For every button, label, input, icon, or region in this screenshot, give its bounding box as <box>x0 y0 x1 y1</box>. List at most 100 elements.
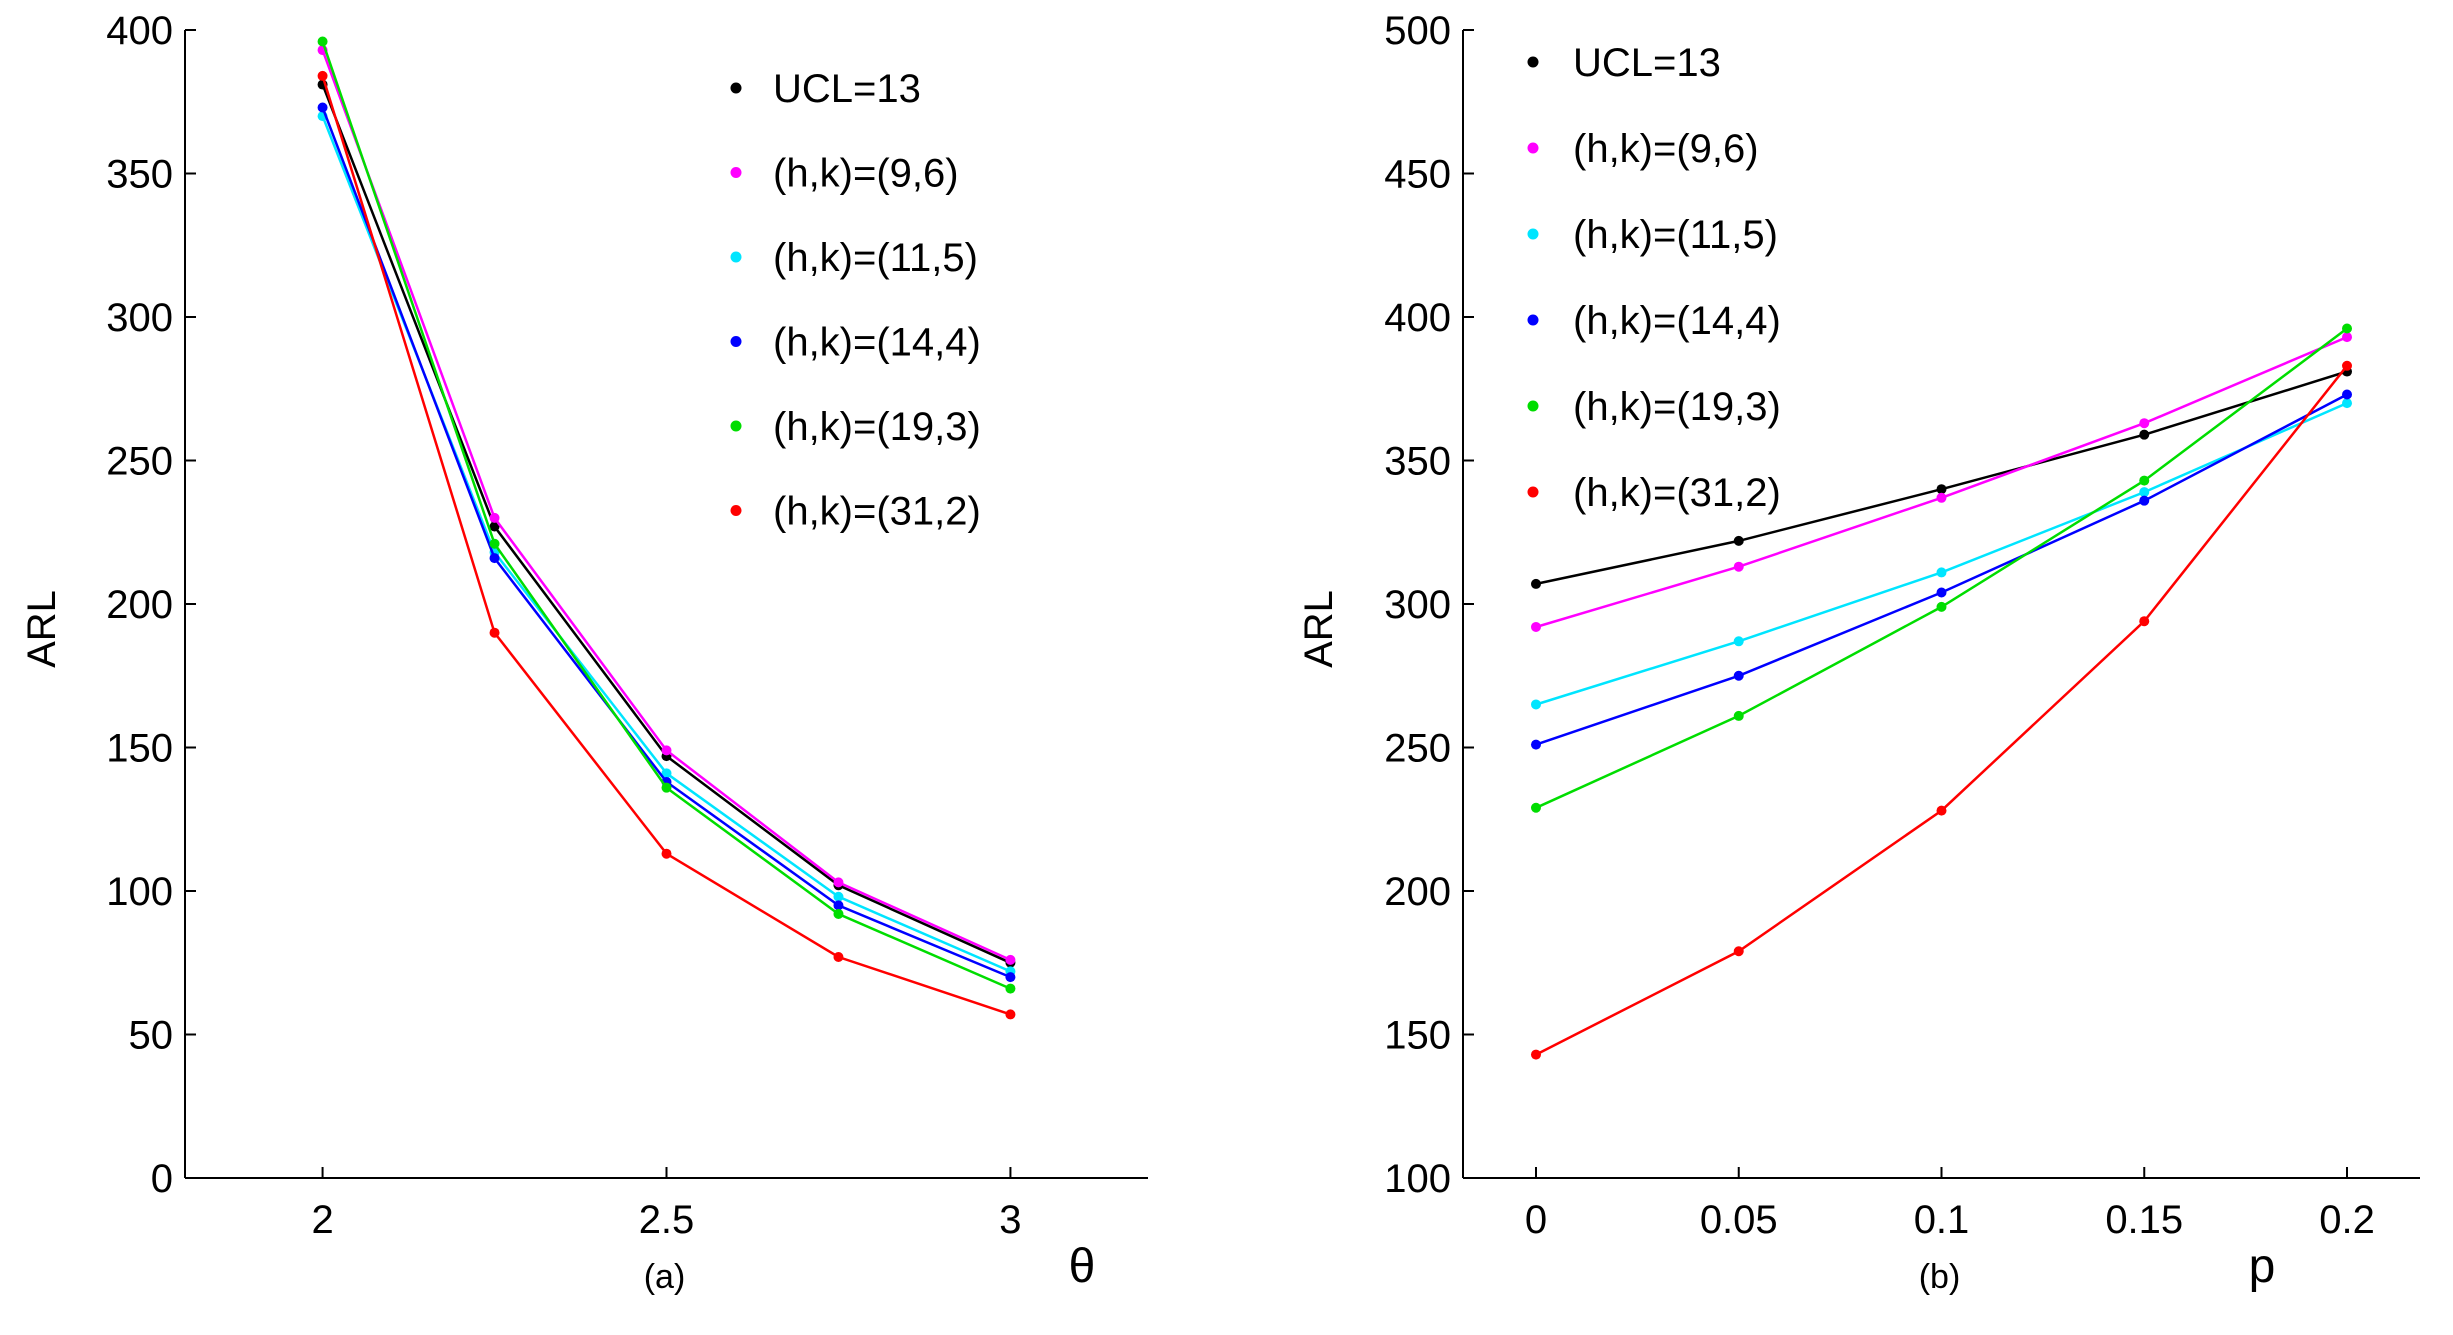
y-axis-label: ARL <box>20 590 64 668</box>
legend-marker <box>1527 142 1539 154</box>
data-point <box>489 627 500 638</box>
data-point <box>489 512 500 523</box>
y-tick-label: 200 <box>1384 870 1451 914</box>
legend-label: (h,k)=(14,4) <box>773 321 981 365</box>
data-point <box>833 900 844 911</box>
data-point <box>1005 1009 1016 1020</box>
data-point <box>661 848 672 859</box>
data-point <box>1936 601 1947 612</box>
x-tick-label: 3 <box>999 1198 1021 1242</box>
data-point <box>1936 484 1947 495</box>
series-line <box>321 75 1011 1016</box>
y-tick-label: 500 <box>1384 9 1451 53</box>
data-point <box>2139 616 2150 627</box>
panel-caption: (a) <box>644 1258 686 1296</box>
data-point <box>1530 1049 1541 1060</box>
x-tick-label: 0.2 <box>2319 1198 2375 1242</box>
data-point <box>2342 332 2353 343</box>
data-point <box>1936 587 1947 598</box>
x-axis-label: p <box>2249 1240 2276 1293</box>
x-tick-label: 0.15 <box>2105 1198 2183 1242</box>
y-tick-label: 350 <box>1384 440 1451 484</box>
data-point <box>2139 418 2150 429</box>
data-point <box>1936 805 1947 816</box>
data-point <box>833 952 844 963</box>
data-point <box>1733 710 1744 721</box>
data-point <box>1530 578 1541 589</box>
y-tick-label: 150 <box>1384 1014 1451 1058</box>
y-tick-label: 200 <box>106 583 173 627</box>
data-point <box>661 745 672 756</box>
panel-a: 0 50 100 150 200 250 300 350 400 2 2.5 3 ARL θ (a) UCL=… <box>20 9 1148 1296</box>
y-tick-label: 350 <box>106 153 173 197</box>
x-tick-label: 0.05 <box>1700 1198 1778 1242</box>
legend-marker <box>730 505 742 516</box>
panel-b: 100 150 200 250 300 350 400 450 500 0 0.05 0.1 0.15 0… <box>1297 9 2420 1296</box>
x-tick-label: 0 <box>1525 1198 1547 1242</box>
data-point <box>317 70 328 81</box>
legend-marker <box>730 420 742 432</box>
data-point <box>1005 983 1016 994</box>
data-point <box>317 36 328 47</box>
data-point <box>1733 561 1744 572</box>
data-point <box>833 877 844 888</box>
x-tick-label: 0.1 <box>1914 1198 1970 1242</box>
data-point <box>489 553 500 564</box>
data-point <box>1005 954 1016 965</box>
data-point <box>661 782 672 793</box>
data-point <box>1530 739 1541 750</box>
panel-caption: (b) <box>1919 1258 1961 1296</box>
data-point <box>2342 398 2353 409</box>
y-tick-label: 100 <box>106 870 173 914</box>
legend-label: (h,k)=(31,2) <box>773 490 981 534</box>
data-point <box>1005 972 1016 983</box>
legend-marker <box>730 336 742 347</box>
legend-marker <box>1527 400 1539 412</box>
data-point <box>1936 567 1947 578</box>
data-point <box>661 768 672 779</box>
legend-marker <box>1527 486 1539 498</box>
data-point <box>1936 492 1947 503</box>
data-point <box>2342 323 2353 334</box>
data-point <box>1733 636 1744 647</box>
legend-label: (h,k)=(9,6) <box>1573 127 1759 171</box>
y-tick-label: 450 <box>1384 153 1451 197</box>
y-tick-label: 250 <box>1384 727 1451 771</box>
legend-label: (h,k)=(14,4) <box>1573 299 1781 343</box>
data-point <box>2342 389 2353 400</box>
y-tick-label: 150 <box>106 727 173 771</box>
data-point <box>833 891 844 902</box>
y-tick-label: 300 <box>106 296 173 340</box>
y-tick-label: 50 <box>129 1014 174 1058</box>
y-tick-label: 100 <box>1384 1157 1451 1201</box>
y-tick-label: 400 <box>106 9 173 53</box>
data-point <box>489 538 500 549</box>
y-tick-label: 300 <box>1384 583 1451 627</box>
legend-label: (h,k)=(11,5) <box>1573 213 1778 257</box>
y-tick-label: 0 <box>151 1157 173 1201</box>
data-point <box>833 908 844 919</box>
data-point <box>1733 946 1744 957</box>
legend-marker <box>730 167 742 178</box>
legend-label: (h,k)=(19,3) <box>773 405 981 449</box>
legend-label: (h,k)=(11,5) <box>773 236 978 280</box>
x-axis-label: θ <box>1069 1240 1096 1293</box>
y-tick-label: 250 <box>106 440 173 484</box>
data-point <box>2139 495 2150 506</box>
legend-label: UCL=13 <box>1573 41 1721 85</box>
y-axis-label: ARL <box>1297 590 1341 668</box>
x-tick-label: 2 <box>311 1198 333 1242</box>
data-point <box>2139 429 2150 440</box>
data-point <box>2342 360 2353 371</box>
x-tick-label: 2.5 <box>639 1198 695 1242</box>
data-point <box>1733 535 1744 546</box>
legend-marker <box>1527 228 1539 240</box>
legend-label: UCL=13 <box>773 67 921 111</box>
legend-label: (h,k)=(9,6) <box>773 152 959 196</box>
legend-marker <box>1527 314 1539 326</box>
series-line <box>1535 401 2348 706</box>
data-point <box>1733 670 1744 681</box>
data-point <box>1530 802 1541 813</box>
data-point <box>1530 621 1541 632</box>
